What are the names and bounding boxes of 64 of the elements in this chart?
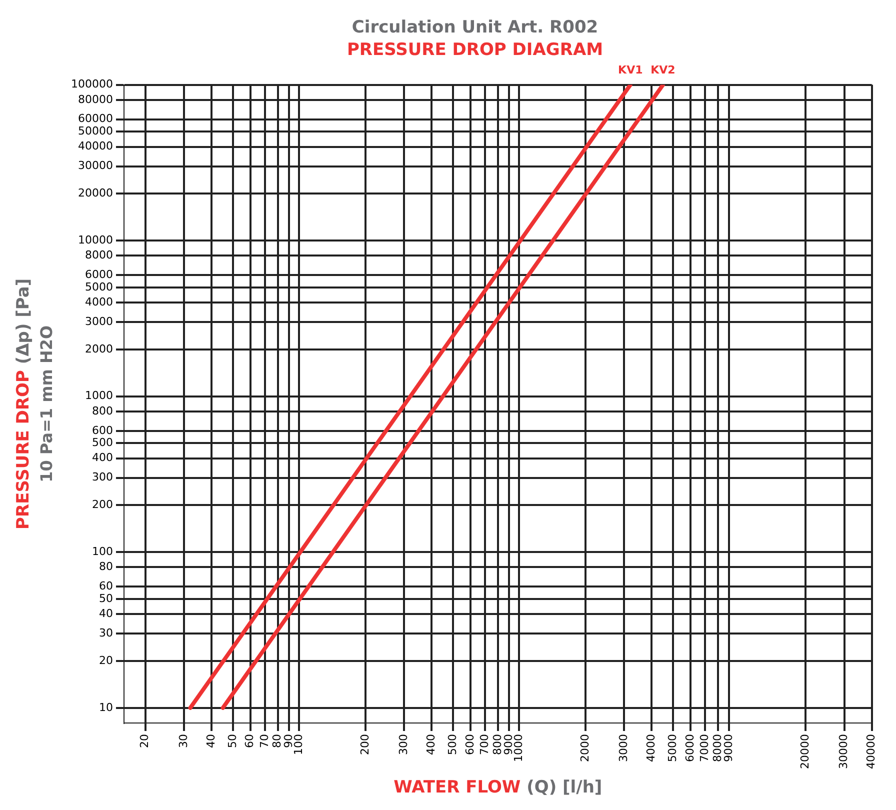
x-tick-label: 700 <box>478 734 491 756</box>
x-tick-label: 30000 <box>837 734 850 770</box>
y-tick-label: 800 <box>92 404 113 418</box>
x-tick-label: 7000 <box>698 734 712 762</box>
series-label: KV1 <box>618 64 643 77</box>
x-tick-label: 5000 <box>666 734 679 762</box>
y-tick-label: 20 <box>98 654 113 667</box>
x-tick-label: 70 <box>258 734 271 748</box>
x-tick-label: 40000 <box>864 734 878 770</box>
x-tick-label: 8000 <box>710 734 724 762</box>
x-tick-label: 3000 <box>617 734 630 762</box>
x-tick-label: 6000 <box>683 734 696 762</box>
y-tick-label: 30 <box>98 626 113 640</box>
y-tick-label: 20000 <box>78 186 113 200</box>
x-tick-label: 90 <box>282 734 295 748</box>
y-tick-label: 300 <box>92 470 113 484</box>
x-tick-label: 20000 <box>798 734 812 770</box>
y-tick-label: 40000 <box>78 140 113 153</box>
x-tick-label: 30 <box>176 734 190 748</box>
chart-title: Circulation Unit Art. R002 <box>352 18 598 38</box>
x-tick-label: 4000 <box>644 734 658 762</box>
x-tick-label: 20 <box>138 734 152 748</box>
y-tick-label: 40 <box>98 606 113 620</box>
x-tick-label: 1000 <box>512 734 526 762</box>
x-tick-label: 2000 <box>578 734 592 762</box>
y-tick-label: 3000 <box>84 314 113 328</box>
y-tick-label: 8000 <box>84 248 113 262</box>
y-tick-label: 80000 <box>78 92 113 106</box>
y-tick-label: 1000 <box>84 389 113 402</box>
text: 10 Pa=1 mm H2O <box>37 325 56 482</box>
x-tick-label: 300 <box>397 734 410 756</box>
y-tick-label: 100 <box>92 544 113 558</box>
x-tick-label: 50 <box>226 734 239 748</box>
y-tick-label: 400 <box>92 451 113 464</box>
chart-subtitle: PRESSURE DROP DIAGRAM <box>346 40 604 60</box>
y-tick-label: 30000 <box>78 159 113 172</box>
x-tick-label: 600 <box>463 734 476 756</box>
x-tick-label: 800 <box>490 734 504 756</box>
y-axis-title: PRESSURE DROP (Δp) [Pa] <box>13 278 34 530</box>
x-tick-label: 200 <box>358 734 372 756</box>
y-tick-label: 10 <box>98 700 113 714</box>
x-axis-title: WATER FLOW (Q) [l/h] <box>394 777 602 798</box>
x-tick-label: 80 <box>270 734 284 748</box>
y-tick-label: 50000 <box>78 124 113 138</box>
y-tick-label: 6000 <box>84 268 113 281</box>
y-tick-label: 4000 <box>84 295 113 308</box>
x-tick-label: 400 <box>424 734 438 756</box>
y-tick-label: 200 <box>92 498 113 512</box>
x-tick-label: 40 <box>204 734 218 748</box>
y-tick-label: 5000 <box>84 280 113 294</box>
y-tick-label: 60000 <box>78 112 113 126</box>
y-tick-label: 100000 <box>70 78 113 91</box>
y-tick-label: 10000 <box>78 233 113 246</box>
series-label: KV2 <box>650 64 676 77</box>
y-tick-label: 60 <box>98 580 113 593</box>
y-tick-label: 500 <box>92 436 113 450</box>
y-tick-label: 2000 <box>84 342 113 356</box>
y-tick-label: 80 <box>98 560 113 574</box>
x-tick-label: 9000 <box>722 734 736 762</box>
y-tick-label: 600 <box>92 424 113 437</box>
x-tick-label: 60 <box>243 734 256 748</box>
x-tick-label: 100 <box>292 734 306 756</box>
x-tick-label: 500 <box>446 734 459 756</box>
y-tick-label: 50 <box>98 592 113 605</box>
